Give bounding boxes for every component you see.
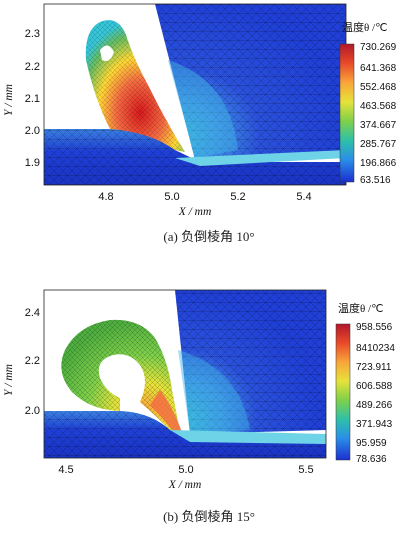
colorbar-label: 196.866 — [360, 158, 397, 169]
x-tick-label: 4.5 — [58, 464, 73, 476]
colorbar-label: 95.959 — [356, 438, 387, 449]
colorbar-label: 552.468 — [360, 82, 397, 93]
y-tick-label: 2.2 — [25, 61, 40, 73]
colorbar-label: 489.266 — [356, 400, 393, 411]
figure-caption-b: (b) 负倒棱角 15° — [163, 509, 255, 524]
simulation-field-a — [44, 4, 346, 185]
colorbar-label: 285.767 — [360, 139, 397, 150]
y-tick-label: 2.4 — [25, 307, 40, 319]
colorbar-label: 958.556 — [356, 322, 393, 333]
y-tick-label: 2.3 — [25, 28, 40, 40]
x-tick-label: 5.0 — [178, 464, 193, 476]
colorbar-label: 63.516 — [360, 175, 391, 186]
colorbar-label: 374.667 — [360, 120, 397, 131]
colorbar-title: 温度θ /℃ — [338, 301, 383, 315]
simulation-plot-a: 2.3 2.2 2.1 2.0 1.9 4.8 5.0 5.2 5.4 X / … — [3, 3, 397, 218]
y-axis-title: Y / mm — [3, 84, 15, 116]
colorbar-label: 78.636 — [356, 454, 387, 465]
simulation-field-b — [44, 290, 326, 458]
figure-caption-a: (a) 负倒棱角 10° — [163, 229, 255, 244]
y-tick-label: 2.0 — [25, 125, 40, 137]
y-tick-label: 2.0 — [25, 405, 40, 417]
colorbar-label: 606.588 — [356, 381, 393, 392]
colorbar-label: 463.568 — [360, 101, 397, 112]
x-tick-label: 5.5 — [298, 464, 313, 476]
y-tick-label: 1.9 — [25, 157, 40, 169]
colorbar-a — [339, 43, 355, 183]
figure-panel-a: 2.3 2.2 2.1 2.0 1.9 4.8 5.0 5.2 5.4 X / … — [0, 0, 418, 270]
colorbar-label: 8410234 — [356, 343, 395, 354]
x-axis-title: X / mm — [168, 479, 202, 491]
colorbar-label: 723.911 — [356, 362, 392, 373]
colorbar-label: 730.269 — [360, 42, 397, 53]
y-tick-label: 2.1 — [25, 93, 40, 105]
colorbar-b — [335, 323, 351, 461]
y-axis-title: Y / mm — [3, 364, 15, 396]
x-axis-title: X / mm — [178, 206, 212, 218]
colorbar-label: 371.943 — [356, 419, 393, 430]
x-tick-label: 4.8 — [98, 191, 113, 203]
plot-frame-b — [43, 289, 327, 459]
y-tick-label: 2.2 — [25, 355, 40, 367]
colorbar-label: 641.368 — [360, 63, 397, 74]
colorbar-title: 温度θ /℃ — [342, 20, 387, 34]
x-tick-label: 5.0 — [164, 191, 179, 203]
x-tick-label: 5.4 — [296, 191, 311, 203]
figure-panel-b: 2.4 2.2 2.0 4.5 5.0 5.5 X / mm Y / mm 温度… — [0, 280, 418, 545]
simulation-plot-b: 2.4 2.2 2.0 4.5 5.0 5.5 X / mm Y / mm 温度… — [3, 289, 395, 491]
x-tick-label: 5.2 — [230, 191, 245, 203]
